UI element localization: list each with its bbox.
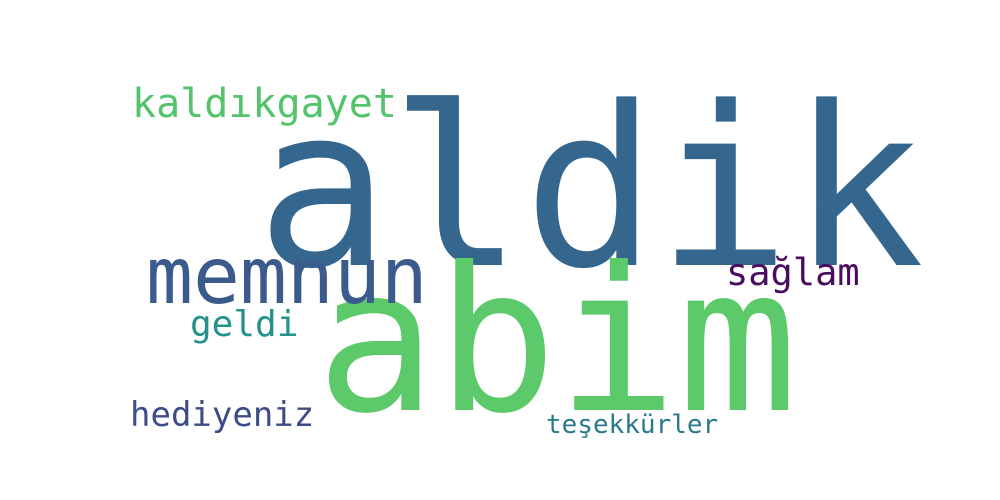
word-aldik: aldik [256,60,925,318]
word-memnun: memnun [146,232,428,322]
word-saglam: sağlam [726,251,860,294]
word-kaldikgayet: kaldıkgayet [132,81,397,127]
word-geldi: geldi [190,304,299,345]
word-hediyeniz: hediyeniz [130,395,315,435]
word-tesekkurler: teşekkürler [546,410,719,440]
word-abim: abim [316,225,798,458]
